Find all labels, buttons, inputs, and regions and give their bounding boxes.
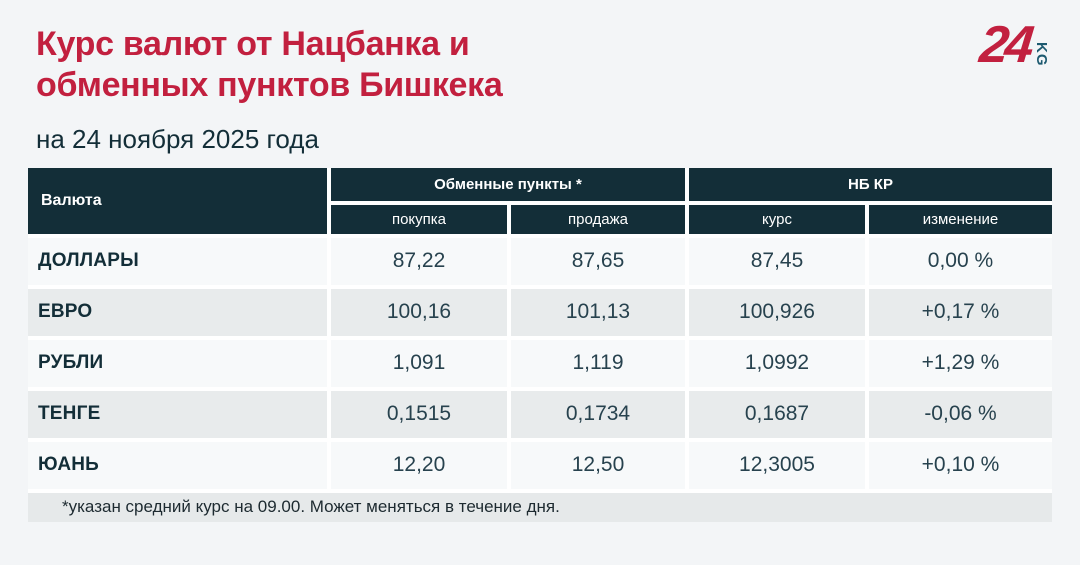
page-title-line1: Курс валют от Нацбанка и: [36, 25, 470, 63]
usd-rate-cell: 87,45: [689, 237, 865, 285]
page-title-line2: обменных пунктов Бишкека: [36, 66, 503, 105]
currency-label-usd: ДОЛЛАРЫ: [28, 237, 327, 285]
cny-rate-cell: 12,3005: [689, 441, 865, 489]
kzt-change-cell: -0,06 %: [869, 390, 1052, 438]
eur-rate-cell: 100,926: [689, 288, 865, 336]
usd-buy-cell: 87,22: [331, 237, 507, 285]
kzt-sell-cell: 0,1734: [511, 390, 685, 438]
column-header-buy: покупка: [331, 204, 507, 234]
column-header-currency: Валюта: [28, 167, 327, 234]
brand-logo-24kg: 24 KG: [977, 16, 1050, 74]
column-group-exchange-points: Обменные пункты *: [331, 167, 685, 201]
page-title: Курс валют от Нацбанка и обменных пункто…: [36, 24, 1044, 107]
column-header-sell: продажа: [511, 204, 685, 234]
kzt-rate-cell: 0,1687: [689, 390, 865, 438]
logo-24-icon: 24: [977, 16, 1034, 74]
currency-label-eur: ЕВРО: [28, 288, 327, 336]
cny-buy-cell: 12,20: [331, 441, 507, 489]
currency-label-rub: РУБЛИ: [28, 339, 327, 387]
date-subtitle: на 24 ноября 2025 года: [36, 123, 319, 154]
currency-label-kzt: ТЕНГЕ: [28, 390, 327, 438]
usd-sell-cell: 87,65: [511, 237, 685, 285]
currency-rates-table: Валюта Обменные пункты * НБ КР покупка п…: [28, 167, 1052, 522]
column-header-rate: курс: [689, 204, 865, 234]
cny-sell-cell: 12,50: [511, 441, 685, 489]
page-header: Курс валют от Нацбанка и обменных пункто…: [0, 0, 1080, 155]
footnote-bar: *указан средний курс на 09.00. Может мен…: [28, 492, 1052, 522]
eur-change-cell: +0,17 %: [869, 288, 1052, 336]
kzt-buy-cell: 0,1515: [331, 390, 507, 438]
column-group-nbkr: НБ КР: [689, 167, 1052, 201]
currency-label-cny: ЮАНЬ: [28, 441, 327, 489]
usd-change-cell: 0,00 %: [869, 237, 1052, 285]
rub-change-cell: +1,29 %: [869, 339, 1052, 387]
rub-buy-cell: 1,091: [331, 339, 507, 387]
eur-sell-cell: 101,13: [511, 288, 685, 336]
rub-rate-cell: 1,0992: [689, 339, 865, 387]
rub-sell-cell: 1,119: [511, 339, 685, 387]
eur-buy-cell: 100,16: [331, 288, 507, 336]
footnote-text: *указан средний курс на 09.00. Может мен…: [62, 497, 560, 517]
logo-kg-label: KG: [1033, 42, 1050, 67]
column-header-change: изменение: [869, 204, 1052, 234]
cny-change-cell: +0,10 %: [869, 441, 1052, 489]
